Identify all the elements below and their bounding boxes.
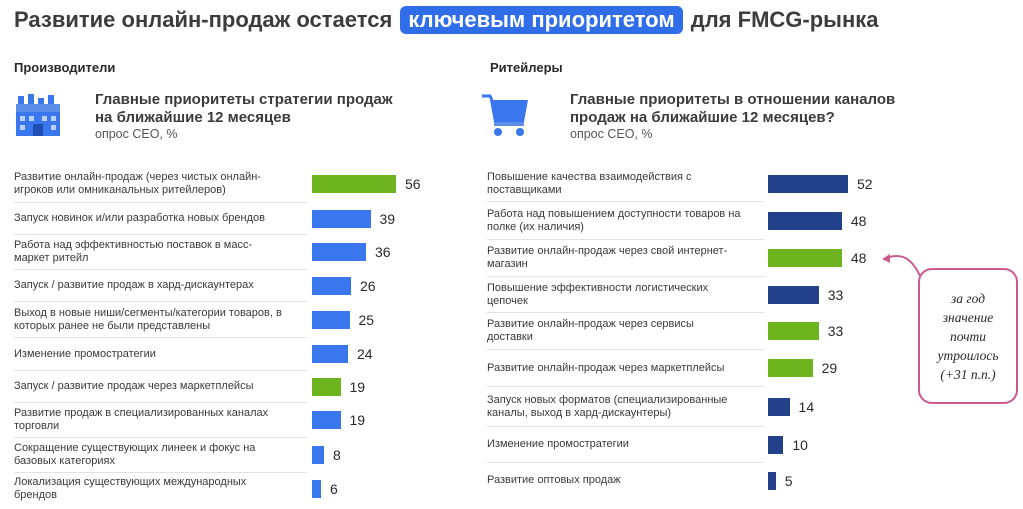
chart-row: Развитие онлайн-продаж через сервисы дос…	[487, 313, 843, 350]
page-title: Развитие онлайн-продаж остается ключевым…	[14, 6, 878, 34]
retailers-heading-line2: продаж на ближайшие 12 месяцев?	[570, 109, 835, 126]
category-label: Выход в новые ниши/сегменты/категории то…	[14, 306, 282, 332]
title-text-before: Развитие онлайн-продаж остается	[14, 7, 393, 32]
value-label: 33	[827, 286, 844, 303]
bar	[312, 276, 351, 295]
bar	[312, 209, 371, 228]
value-label: 56	[405, 176, 421, 192]
chart-row: Развитие онлайн-продаж через свой интерн…	[487, 240, 866, 277]
category-label: Запуск / развитие продаж в хард-дискаунт…	[14, 279, 254, 291]
chart-row: Изменение промостратегии 24	[14, 338, 373, 371]
chart-row: Развитие продаж в специализированных кан…	[14, 403, 365, 438]
chart-row: Запуск новинок и/или разработка новых бр…	[14, 203, 395, 235]
value-label: 24	[357, 346, 373, 362]
category-label: Запуск / развитие продаж через маркетпле…	[14, 380, 254, 392]
callout-text: за год значение почти утроилось (+31 п.п…	[937, 290, 999, 382]
value-label: 19	[349, 412, 366, 428]
value-label: 25	[358, 311, 375, 328]
category-label: Развитие продаж в специализированных кан…	[14, 407, 269, 432]
bar	[312, 243, 366, 261]
value-label: 6	[330, 480, 338, 497]
chart-row: Развитие оптовых продаж 5	[487, 463, 792, 498]
category-label: Повышение эффективности логистических це…	[487, 281, 709, 307]
category-label: Запуск новинок и/или разработка новых бр…	[14, 212, 265, 224]
callout-box: за год значение почти утроилось (+31 п.п…	[918, 268, 1018, 404]
category-label: Работа над эффективностью поставок в мас…	[14, 239, 253, 264]
chart-row: Развитие онлайн-продаж (через чистых онл…	[14, 166, 421, 203]
category-label: Развитие онлайн-продаж через маркетплейс…	[487, 361, 725, 374]
value-label: 14	[798, 398, 815, 415]
bar	[768, 322, 819, 340]
bar	[312, 175, 396, 193]
value-label: 33	[827, 323, 844, 339]
category-label: Локализация существующих международных б…	[14, 475, 247, 501]
bar	[312, 411, 341, 429]
title-text-after: для FMCG-рынка	[690, 7, 879, 32]
retailers-heading: Главные приоритеты в отношении каналов п…	[570, 91, 895, 127]
chart-row: Запуск / развитие продаж через маркетпле…	[14, 371, 365, 403]
bar	[768, 174, 848, 193]
retailers-section-label: Ритейлеры	[490, 60, 563, 75]
retailers-subtitle: опрос CEO, %	[570, 127, 653, 141]
category-label: Работа над повышением доступности товаро…	[487, 207, 741, 233]
bar	[312, 310, 350, 329]
value-label: 26	[360, 277, 376, 294]
chart-row: Работа над повышением доступности товаро…	[487, 202, 866, 240]
bar	[768, 285, 819, 304]
value-label: 48	[850, 212, 867, 229]
bar	[768, 435, 784, 454]
category-label: Запуск новых форматов (специализированны…	[487, 393, 728, 419]
value-label: 8	[333, 447, 341, 463]
value-label: 10	[792, 436, 808, 453]
category-label: Изменение промостратегии	[14, 347, 156, 360]
chart-row: Повышение эффективности логистических це…	[487, 277, 843, 313]
producers-heading-line1: Главные приоритеты стратегии продаж	[95, 91, 393, 108]
category-label: Повышение качества взаимодействия с пост…	[487, 170, 692, 196]
bar	[312, 377, 341, 396]
chart-row: Изменение промостратегии 10	[487, 427, 808, 463]
producers-chart: Развитие онлайн-продаж (через чистых онл…	[14, 166, 421, 504]
producers-section-label: Производители	[14, 60, 116, 75]
value-label: 39	[379, 210, 396, 227]
value-label: 19	[349, 378, 366, 395]
value-label: 29	[821, 360, 838, 376]
bar	[312, 479, 321, 498]
producers-heading-line2: на ближайшие 12 месяцев	[95, 109, 291, 126]
chart-row: Повышение качества взаимодействия с пост…	[487, 166, 873, 202]
bar	[768, 359, 813, 377]
value-label: 5	[784, 472, 793, 489]
chart-row: Развитие онлайн-продаж через маркетплейс…	[487, 350, 837, 387]
value-label: 52	[857, 175, 873, 192]
value-label: 36	[375, 244, 391, 260]
bar	[768, 471, 776, 490]
category-label: Развитие онлайн-продаж через сервисы дос…	[487, 318, 694, 343]
chart-row: Работа над эффективностью поставок в мас…	[14, 235, 391, 270]
callout-arrow	[880, 250, 924, 285]
value-label: 48	[850, 250, 867, 266]
category-label: Развитие онлайн-продаж через свой интерн…	[487, 245, 728, 270]
bar	[768, 211, 842, 230]
retailers-heading-line1: Главные приоритеты в отношении каналов	[570, 91, 896, 108]
bar	[768, 249, 842, 267]
category-label: Сокращение существующих линеек и фокус н…	[14, 442, 256, 467]
category-label: Развитие онлайн-продаж (через чистых онл…	[14, 171, 261, 196]
factory-icon	[14, 92, 62, 143]
title-highlight: ключевым приоритетом	[400, 6, 683, 34]
bar	[768, 397, 790, 416]
bar	[312, 345, 348, 363]
chart-row: Локализация существующих международных б…	[14, 473, 338, 504]
category-label: Изменение промостратегии	[487, 438, 629, 450]
chart-row: Запуск новых форматов (специализированны…	[487, 387, 814, 427]
bar	[312, 446, 324, 464]
producers-subtitle: опрос CEO, %	[95, 127, 178, 141]
chart-row: Сокращение существующих линеек и фокус н…	[14, 438, 341, 473]
chart-row: Выход в новые ниши/сегменты/категории то…	[14, 302, 374, 338]
producers-heading: Главные приоритеты стратегии продаж на б…	[95, 91, 392, 127]
category-label: Развитие оптовых продаж	[487, 474, 621, 486]
retailers-chart: Повышение качества взаимодействия с пост…	[487, 166, 873, 498]
shopping-cart-icon	[480, 92, 532, 143]
chart-row: Запуск / развитие продаж в хард-дискаунт…	[14, 270, 376, 302]
